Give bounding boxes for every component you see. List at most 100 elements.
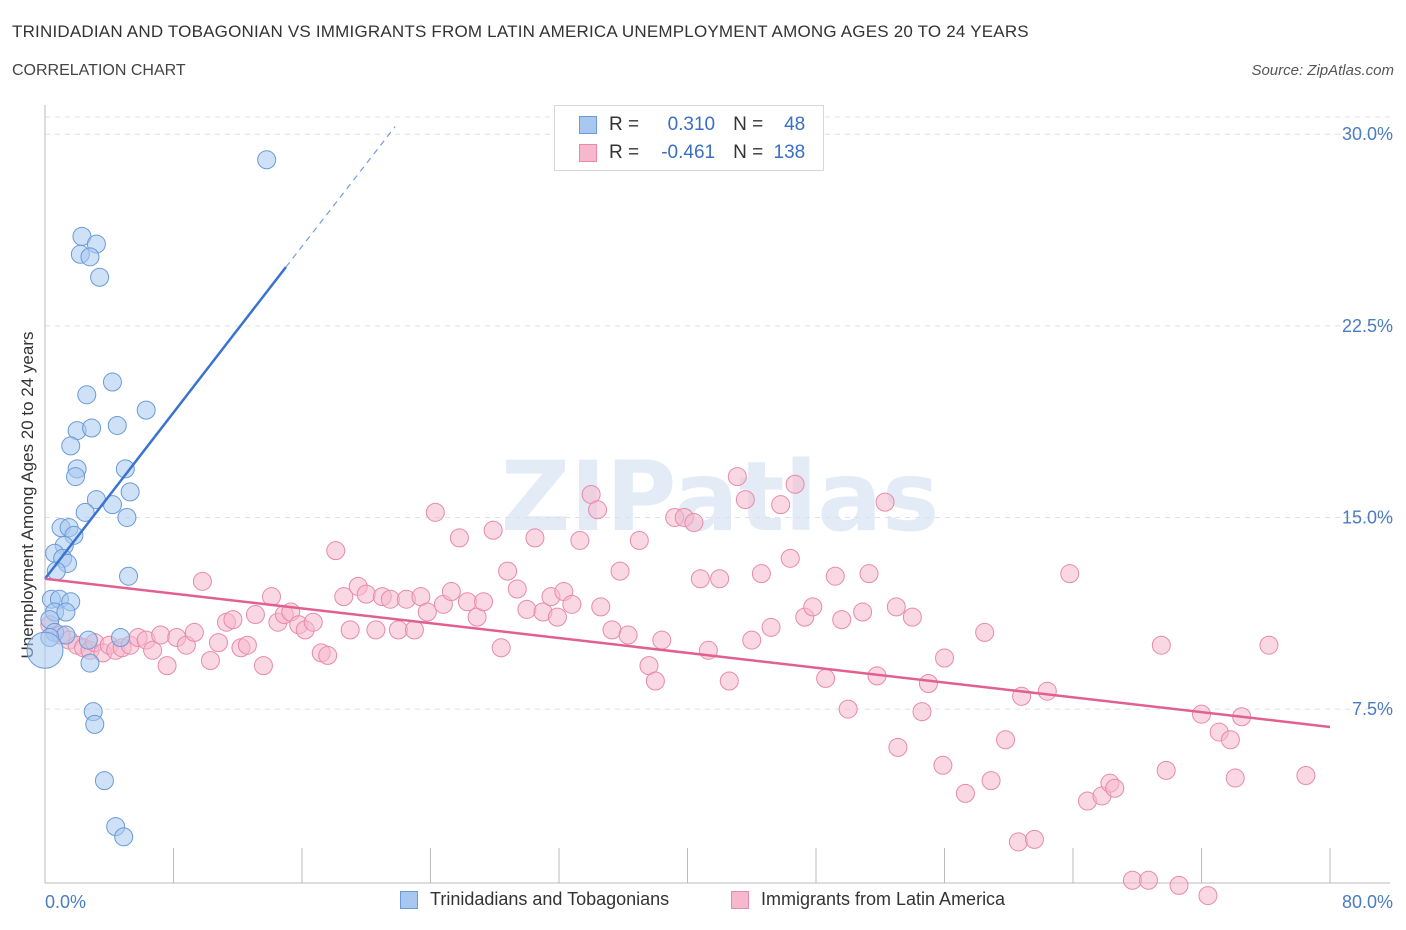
data-point-immigrants [388,620,408,640]
trend-line-trinidadian [44,266,287,580]
data-point-immigrants [1060,564,1080,584]
data-point-immigrants [474,592,494,612]
data-point-immigrants [200,651,220,671]
data-point-immigrants [838,699,858,719]
y-tick-label: 15.0% [1342,507,1393,527]
data-point-immigrants [832,610,852,630]
data-point-trinidadian [107,415,127,435]
data-point-immigrants [618,625,638,645]
data-point-immigrants [853,602,873,622]
data-point-immigrants [1151,635,1171,655]
data-point-immigrants [996,730,1016,750]
legend-swatch-pink [579,144,597,162]
data-point-immigrants [1037,681,1057,701]
data-point-immigrants [151,625,171,645]
data-point-immigrants [591,597,611,617]
x-tick-label-max: 80.0% [1342,892,1393,912]
data-point-trinidadian [80,247,100,267]
data-point-trinidadian [66,467,86,487]
data-point-immigrants [223,610,243,630]
data-point-immigrants [610,561,630,581]
data-point-immigrants [902,607,922,627]
data-point-trinidadian [80,653,100,673]
data-point-immigrants [918,674,938,694]
data-point-immigrants [955,783,975,803]
axes [44,105,1390,884]
data-point-trinidadian [90,267,110,287]
trend-line-trinidadian-extension [285,126,396,268]
series-trinidadian-points [26,150,277,847]
data-point-trinidadian [110,628,130,648]
legend-n-value: 138 [773,142,806,163]
data-point-immigrants [1138,870,1158,890]
data-point-immigrants [449,528,469,548]
legend-swatch-blue [579,116,597,134]
data-point-immigrants [602,620,622,640]
watermark: ZIPatlas [501,441,940,553]
data-point-immigrants [525,528,545,548]
legend-r-value: -0.461 [661,142,716,163]
data-point-trinidadian [120,482,140,502]
data-point-immigrants [192,571,212,591]
data-point-immigrants [483,520,503,540]
chart-subtitle: CORRELATION CHART [12,62,186,79]
data-point-trinidadian [26,631,64,669]
y-tick-label: 7.5% [1352,699,1393,719]
data-point-immigrants [684,513,704,533]
data-point-immigrants [981,771,1001,791]
data-point-immigrants [588,500,608,520]
trend-lines [44,126,1331,729]
data-point-immigrants [652,630,672,650]
data-point-trinidadian [94,771,114,791]
data-point-trinidadian [117,507,137,527]
data-point-immigrants [859,564,879,584]
chart-title: TRINIDADIAN AND TOBAGONIAN VS IMMIGRANTS… [12,22,1029,41]
data-point-immigrants [1156,760,1176,780]
legend-row-immigrants: R = -0.461 N = 138 [579,140,805,166]
x-ticks [44,848,1331,883]
data-point-trinidadian [56,602,76,622]
data-point-immigrants [771,495,791,515]
data-point-immigrants [1259,635,1279,655]
data-point-immigrants [570,530,590,550]
data-point-trinidadian [85,714,105,734]
data-point-immigrants [318,645,338,665]
data-point-immigrants [645,671,665,691]
data-point-immigrants [498,561,518,581]
bottom-legend-swatch-blue [400,890,418,909]
data-point-immigrants [710,569,730,589]
data-point-immigrants [1024,829,1044,849]
data-point-immigrants [785,474,805,494]
data-point-immigrants [237,635,257,655]
data-point-trinidadian [119,566,139,586]
data-point-trinidadian [114,827,134,847]
y-tick-labels: 7.5% 15.0% 22.5% 30.0% [1342,124,1393,719]
data-point-immigrants [629,530,649,550]
data-point-trinidadian [257,150,277,170]
data-point-immigrants [1225,768,1245,788]
data-point-immigrants [1198,886,1218,906]
data-point-immigrants [761,617,781,637]
data-point-immigrants [1105,778,1125,798]
bottom-legend-label: Trinidadians and Tobagonians [430,889,670,909]
data-point-immigrants [825,566,845,586]
legend-row-trinidadian: R = 0.310 N = 48 [579,112,805,138]
data-point-trinidadian [136,400,156,420]
data-point-immigrants [356,584,376,604]
data-point-immigrants [735,490,755,510]
legend-n-value: 48 [784,114,806,135]
data-point-immigrants [380,589,400,609]
data-point-immigrants [547,607,567,627]
data-point-immigrants [457,592,477,612]
y-tick-label: 30.0% [1342,124,1393,144]
data-point-immigrants [727,467,747,487]
y-tick-label: 22.5% [1342,316,1393,336]
data-point-immigrants [719,671,739,691]
source-credit: Source: ZipAtlas.com [1251,62,1394,79]
data-point-trinidadian [102,372,122,392]
data-point-immigrants [334,587,354,607]
data-point-immigrants [303,612,323,632]
data-point-immigrants [562,594,582,614]
data-point-immigrants [690,569,710,589]
